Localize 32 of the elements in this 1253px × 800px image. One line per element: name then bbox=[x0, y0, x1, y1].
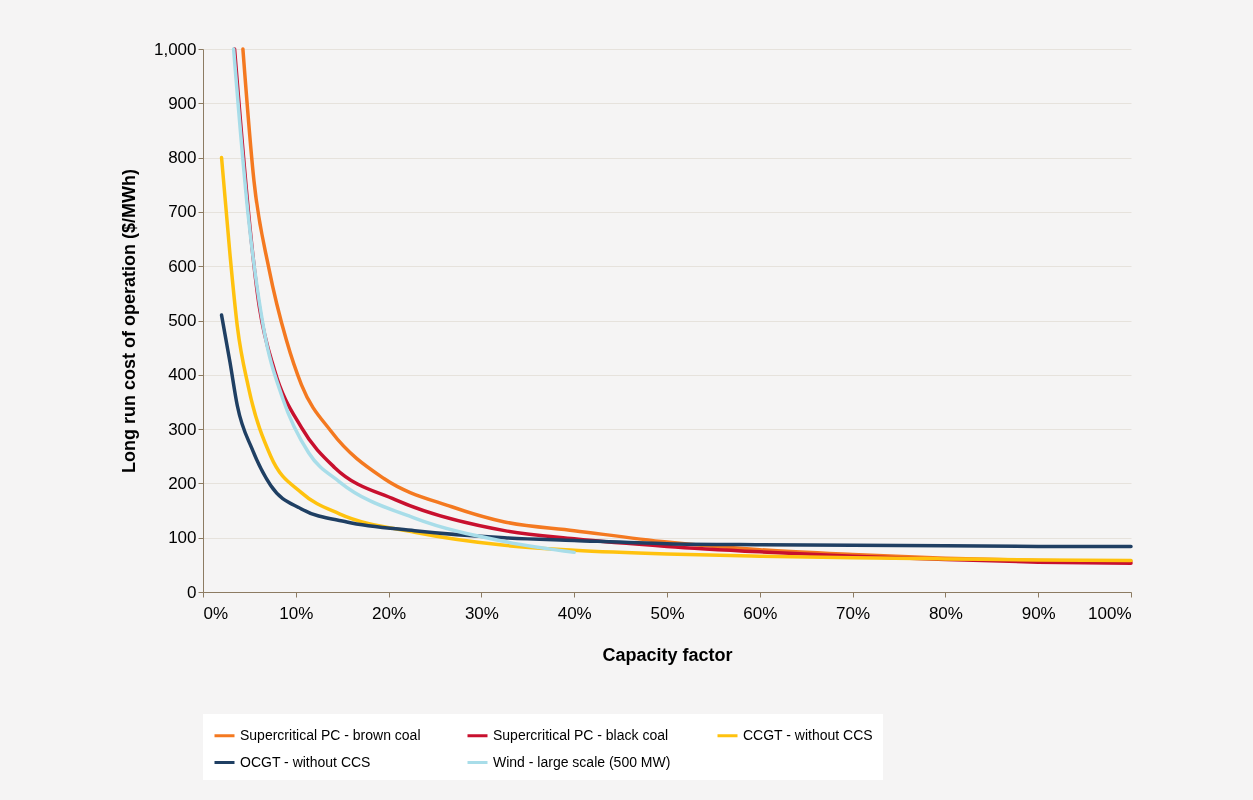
y-tick-label: 0 bbox=[187, 582, 197, 602]
x-tick-label: 0% bbox=[203, 603, 229, 623]
line-series bbox=[231, 47, 576, 555]
legend-label: OCGT - without CCS bbox=[240, 753, 371, 770]
x-tick-label: 100% bbox=[1088, 603, 1132, 623]
legend-label: CCGT - without CCS bbox=[743, 726, 873, 743]
y-axis-title: Long run cost of operation ($/MWh) bbox=[118, 169, 139, 473]
y-tick-label: 800 bbox=[168, 148, 197, 168]
y-tick-label: 500 bbox=[168, 311, 197, 330]
line-series bbox=[219, 313, 1133, 549]
y-tick-label: 700 bbox=[168, 202, 197, 222]
legend-label: Wind - large scale (500 MW) bbox=[493, 753, 671, 770]
x-tick-label: 90% bbox=[1021, 603, 1056, 623]
x-axis-title: Capacity factor bbox=[602, 644, 733, 665]
y-tick-label: 200 bbox=[168, 473, 197, 493]
x-tick-label: 50% bbox=[650, 603, 685, 623]
y-tick-label: 100 bbox=[168, 528, 197, 548]
x-tick-label: 20% bbox=[372, 603, 407, 623]
legend-label: Supercritical PC - black coal bbox=[493, 726, 669, 743]
y-tick-label: 600 bbox=[168, 256, 197, 276]
y-tick-label: 1,000 bbox=[153, 39, 197, 59]
x-tick-label: 30% bbox=[464, 603, 499, 623]
legend-label: Supercritical PC - brown coal bbox=[240, 726, 421, 743]
y-tick-label: 400 bbox=[168, 365, 197, 385]
x-tick-label: 70% bbox=[836, 603, 871, 623]
y-tick-label: 900 bbox=[168, 93, 197, 113]
y-tick-label: 300 bbox=[168, 419, 197, 439]
line-series bbox=[219, 155, 1133, 563]
x-tick-label: 40% bbox=[557, 603, 592, 623]
x-tick-label: 10% bbox=[279, 603, 314, 623]
x-tick-label: 80% bbox=[928, 603, 963, 623]
x-tick-label: 60% bbox=[743, 603, 778, 623]
